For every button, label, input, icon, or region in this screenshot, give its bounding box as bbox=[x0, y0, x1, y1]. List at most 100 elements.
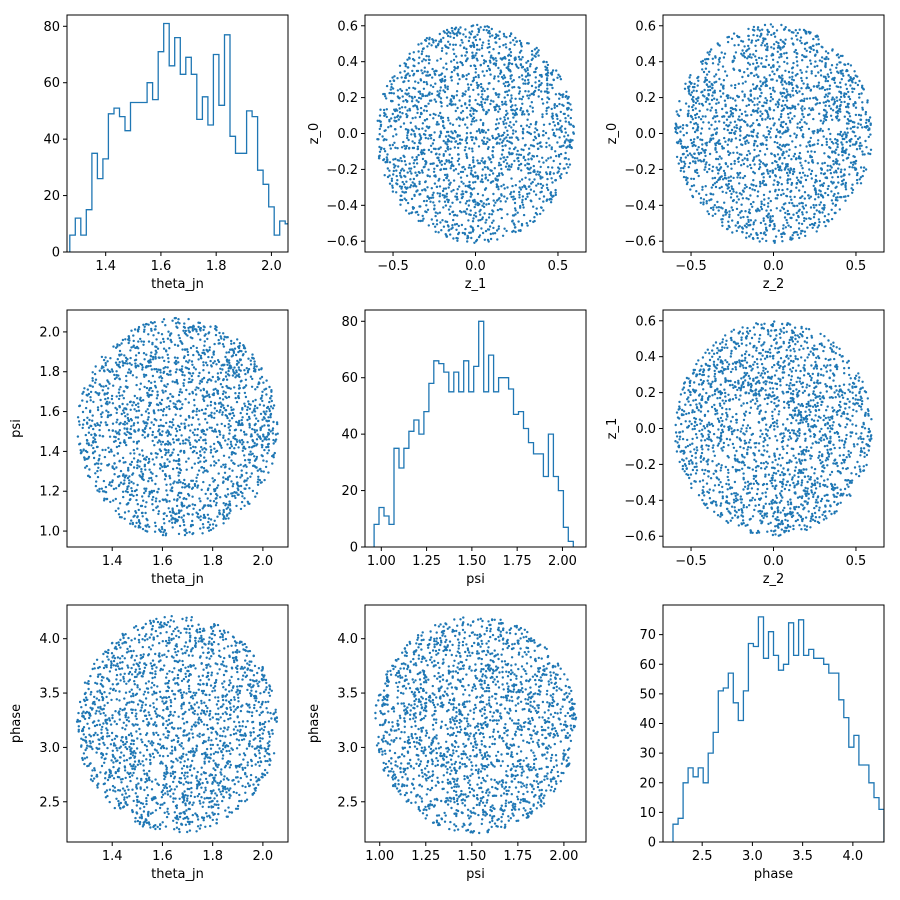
scatter-point bbox=[383, 150, 387, 153]
scatter-point bbox=[711, 86, 714, 90]
scatter-point bbox=[778, 143, 782, 146]
scatter-point bbox=[467, 86, 470, 90]
scatter-point bbox=[189, 443, 192, 446]
scatter-point bbox=[745, 49, 748, 53]
scatter-point bbox=[421, 50, 424, 53]
scatter-point bbox=[844, 188, 848, 191]
scatter-point bbox=[458, 185, 461, 188]
scatter-point bbox=[785, 94, 788, 98]
scatter-point bbox=[544, 65, 547, 69]
scatter-point bbox=[209, 464, 213, 467]
scatter-point bbox=[474, 240, 478, 243]
scatter-point bbox=[858, 79, 861, 83]
scatter-point bbox=[524, 158, 527, 162]
scatter-point bbox=[691, 95, 695, 99]
scatter-point bbox=[553, 103, 556, 106]
scatter-point bbox=[480, 100, 483, 104]
scatter-point bbox=[753, 148, 756, 152]
scatter-point bbox=[163, 359, 166, 363]
scatter-point bbox=[812, 184, 815, 188]
scatter-point bbox=[753, 189, 756, 192]
scatter-point bbox=[777, 168, 781, 171]
scatter-point bbox=[185, 468, 188, 471]
scatter-point bbox=[767, 197, 770, 200]
scatter-point bbox=[816, 128, 819, 132]
scatter-point bbox=[497, 95, 500, 99]
scatter-point bbox=[543, 90, 547, 93]
scatter-point bbox=[825, 137, 828, 141]
scatter-point bbox=[256, 483, 260, 486]
scatter-point bbox=[803, 47, 807, 50]
scatter-point bbox=[773, 160, 777, 163]
scatter-point bbox=[405, 180, 408, 183]
scatter-point bbox=[227, 386, 231, 390]
scatter-point bbox=[147, 495, 150, 498]
scatter-point bbox=[434, 230, 437, 233]
scatter-point bbox=[465, 74, 468, 77]
scatter-point bbox=[753, 156, 756, 159]
scatter-point bbox=[204, 459, 208, 462]
scatter-point bbox=[533, 135, 537, 138]
scatter-point bbox=[776, 183, 779, 187]
scatter-point bbox=[746, 124, 749, 127]
scatter-point bbox=[785, 56, 789, 60]
scatter-point bbox=[474, 211, 477, 215]
scatter-point bbox=[452, 214, 456, 217]
scatter-point bbox=[398, 107, 401, 110]
scatter-point bbox=[703, 58, 707, 61]
scatter-point bbox=[230, 480, 233, 483]
scatter-point bbox=[808, 97, 812, 100]
scatter-point bbox=[471, 188, 474, 191]
scatter-point bbox=[780, 169, 783, 172]
scatter-point bbox=[799, 161, 802, 164]
scatter-point bbox=[427, 55, 431, 58]
scatter-point bbox=[486, 137, 489, 140]
scatter-point bbox=[791, 87, 795, 90]
scatter-point bbox=[189, 346, 193, 350]
scatter-point bbox=[143, 328, 146, 331]
scatter-point bbox=[468, 99, 471, 102]
scatter-point bbox=[751, 28, 755, 31]
scatter-point bbox=[699, 118, 703, 121]
scatter-point bbox=[522, 213, 526, 217]
scatter-point bbox=[818, 87, 821, 90]
scatter-point bbox=[499, 117, 502, 120]
scatter-point bbox=[503, 116, 506, 119]
scatter-point bbox=[428, 93, 431, 96]
scatter-point bbox=[542, 200, 545, 203]
scatter-point bbox=[858, 136, 861, 139]
scatter-point bbox=[191, 372, 195, 375]
scatter-point bbox=[760, 57, 763, 60]
scatter-point bbox=[710, 123, 713, 127]
scatter-point bbox=[458, 99, 461, 102]
scatter-point bbox=[417, 170, 420, 174]
scatter-point bbox=[272, 442, 275, 445]
scatter-point bbox=[567, 101, 570, 105]
scatter-point bbox=[418, 115, 422, 119]
scatter-point bbox=[538, 79, 541, 83]
scatter-point bbox=[729, 175, 733, 178]
scatter-point bbox=[802, 115, 805, 119]
scatter-point bbox=[825, 111, 828, 114]
scatter-point bbox=[143, 375, 146, 378]
scatter-point bbox=[852, 103, 855, 106]
scatter-point bbox=[750, 166, 753, 170]
scatter-point bbox=[561, 103, 564, 107]
scatter-point bbox=[832, 194, 835, 198]
scatter-point bbox=[792, 167, 796, 171]
scatter-point bbox=[796, 233, 799, 236]
scatter-point bbox=[173, 480, 176, 483]
scatter-point bbox=[231, 374, 235, 377]
scatter-point bbox=[527, 42, 530, 45]
scatter-point bbox=[546, 177, 549, 181]
scatter-point bbox=[752, 221, 756, 224]
scatter-point bbox=[542, 60, 546, 63]
scatter-point bbox=[786, 188, 789, 191]
scatter-point bbox=[697, 153, 701, 156]
scatter-point bbox=[827, 75, 830, 79]
scatter-point bbox=[513, 207, 517, 210]
scatter-point bbox=[406, 72, 410, 75]
scatter-point bbox=[436, 90, 439, 93]
scatter-point bbox=[175, 504, 179, 508]
scatter-point bbox=[120, 412, 124, 416]
